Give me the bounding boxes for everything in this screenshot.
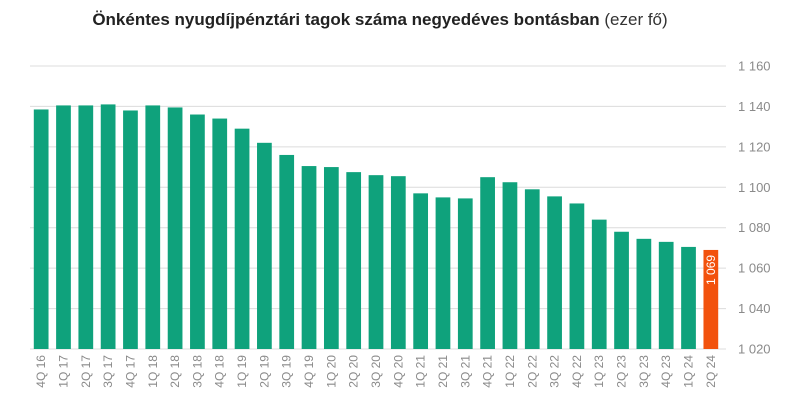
x-tick-label: 3Q 23 xyxy=(637,355,651,388)
x-tick-label: 1Q 18 xyxy=(146,355,160,388)
x-tick-label: 4Q 22 xyxy=(570,355,584,388)
y-tick-label: 1 060 xyxy=(738,261,771,276)
x-tick-label: 1Q 20 xyxy=(324,355,338,388)
x-tick-label: 4Q 23 xyxy=(659,355,673,388)
x-tick-label: 3Q 17 xyxy=(101,355,115,388)
y-tick-label: 1 100 xyxy=(738,180,771,195)
x-tick-label: 3Q 21 xyxy=(458,355,472,388)
bar xyxy=(167,107,183,349)
x-axis-ticks: 4Q 16 1Q 17 2Q 17 3Q 17 4Q 17 1Q 18 2Q 18 3Q 18… xyxy=(34,355,718,388)
bar xyxy=(658,241,674,349)
x-tick-label: 2Q 23 xyxy=(615,355,629,388)
y-tick-label: 1 140 xyxy=(738,99,771,114)
bar xyxy=(703,249,719,349)
bar xyxy=(390,176,406,349)
x-tick-label: 1Q 24 xyxy=(682,355,696,388)
y-tick-label: 1 160 xyxy=(738,59,771,74)
bar xyxy=(190,114,205,349)
y-axis-ticks: 1 020 1 040 1 060 1 080 1 100 1 120 1 140 1 160 xyxy=(738,59,771,357)
bar xyxy=(33,109,49,349)
data-labels: 1 069 xyxy=(704,255,718,285)
y-tick-label: 1 080 xyxy=(738,220,771,235)
x-tick-label: 2Q 21 xyxy=(436,355,450,388)
bar xyxy=(435,197,451,349)
x-tick-label: 2Q 17 xyxy=(79,355,93,388)
bar xyxy=(100,104,116,350)
x-tick-label: 3Q 19 xyxy=(280,355,294,388)
x-tick-label: 2Q 22 xyxy=(525,355,539,388)
bar xyxy=(569,203,585,349)
bar xyxy=(234,128,250,349)
x-tick-label: 1Q 21 xyxy=(414,355,428,388)
bar xyxy=(636,238,652,349)
y-tick-label: 1 020 xyxy=(738,342,771,357)
bar xyxy=(279,154,295,349)
x-tick-label: 1Q 22 xyxy=(503,355,517,388)
x-tick-label: 4Q 18 xyxy=(213,355,227,388)
x-tick-label: 4Q 21 xyxy=(481,355,495,388)
bar xyxy=(301,166,317,349)
x-tick-label: 4Q 20 xyxy=(391,355,405,388)
chart-title-unit: (ezer fő) xyxy=(604,10,668,29)
data-label: 1 069 xyxy=(704,255,718,285)
x-tick-label: 2Q 18 xyxy=(168,355,182,388)
x-tick-label: 2Q 20 xyxy=(347,355,361,388)
bar xyxy=(145,105,161,350)
bars xyxy=(33,104,719,350)
bar xyxy=(123,110,138,349)
bar xyxy=(78,105,94,350)
x-tick-label: 3Q 20 xyxy=(369,355,383,388)
x-tick-label: 3Q 22 xyxy=(548,355,562,388)
x-tick-label: 4Q 19 xyxy=(302,355,316,388)
bar xyxy=(502,182,518,349)
bar xyxy=(413,193,429,349)
x-tick-label: 4Q 16 xyxy=(34,355,48,388)
x-tick-label: 2Q 24 xyxy=(704,355,718,388)
bar xyxy=(591,219,607,349)
bar xyxy=(346,172,362,349)
x-tick-label: 4Q 17 xyxy=(123,355,137,388)
x-tick-label: 3Q 18 xyxy=(190,355,204,388)
chart-title-main: Önkéntes nyugdíjpénztári tagok száma neg… xyxy=(92,10,600,29)
bar xyxy=(480,177,495,349)
x-tick-label: 1Q 19 xyxy=(235,355,249,388)
bar xyxy=(524,189,540,349)
bar xyxy=(681,246,696,349)
chart-title: Önkéntes nyugdíjpénztári tagok száma neg… xyxy=(0,10,760,30)
x-tick-label: 1Q 17 xyxy=(56,355,70,388)
y-tick-label: 1 040 xyxy=(738,301,771,316)
bar xyxy=(368,175,384,349)
y-tick-label: 1 120 xyxy=(738,139,771,154)
bar xyxy=(547,196,562,349)
bar xyxy=(457,198,473,349)
bar xyxy=(323,167,339,349)
bar xyxy=(614,231,629,349)
x-tick-label: 1Q 23 xyxy=(592,355,606,388)
bar xyxy=(212,118,228,349)
x-tick-label: 2Q 19 xyxy=(257,355,271,388)
bar xyxy=(257,142,272,349)
bar xyxy=(56,105,71,350)
